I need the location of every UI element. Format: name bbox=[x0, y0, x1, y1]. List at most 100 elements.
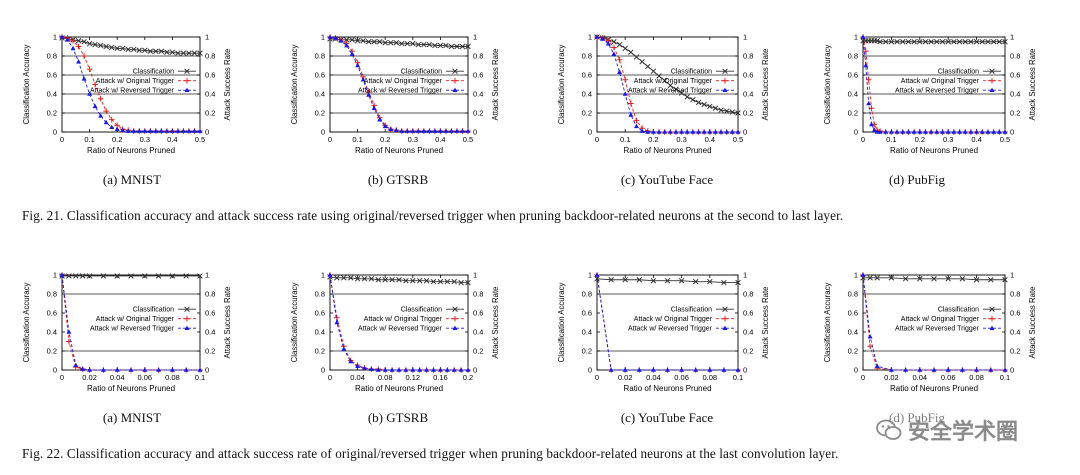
legend-label: Attack w/ Reversed Trigger bbox=[628, 88, 713, 95]
x-tick-label: 0 bbox=[60, 135, 64, 144]
data-point bbox=[696, 129, 702, 134]
y-axis-label: Classification Accuracy bbox=[290, 283, 299, 363]
y-tick-label: 0.2 bbox=[47, 109, 57, 118]
data-point bbox=[959, 276, 966, 282]
data-point bbox=[86, 66, 93, 73]
chart-4: 0 00.2 0.20.4 0.40.6 0.60.8 0.81 10 0.1 0.2 0.3 0.… bbox=[823, 33, 1037, 155]
data-point bbox=[979, 129, 985, 134]
y-tick-label: 0.4 bbox=[315, 328, 325, 337]
y-tick-label: 0.6 bbox=[848, 71, 858, 80]
data-point bbox=[128, 367, 134, 372]
data-point bbox=[869, 121, 875, 127]
data-point bbox=[860, 34, 866, 39]
data-point bbox=[410, 40, 416, 47]
legend-marker bbox=[989, 315, 995, 322]
data-point bbox=[945, 129, 951, 134]
data-point bbox=[454, 128, 460, 133]
data-point bbox=[679, 367, 685, 372]
data-point bbox=[415, 41, 422, 48]
data-point bbox=[888, 367, 894, 372]
data-point bbox=[735, 279, 741, 286]
legend-label: Attack w/ Original Trigger bbox=[901, 78, 980, 85]
data-point bbox=[667, 82, 674, 89]
data-point bbox=[707, 129, 713, 134]
data-point bbox=[622, 276, 628, 283]
data-point bbox=[100, 367, 106, 372]
data-point bbox=[432, 128, 438, 133]
legend-label: Attack w/ Original Trigger bbox=[634, 78, 713, 85]
data-point bbox=[594, 276, 600, 282]
legend-label: Attack w/ Original Trigger bbox=[96, 316, 175, 323]
x-tick-label: 0.2 bbox=[915, 135, 925, 144]
watermark-text: 安全学术圈 bbox=[908, 420, 1019, 445]
data-point bbox=[444, 278, 451, 285]
data-point bbox=[951, 38, 957, 45]
data-point bbox=[605, 41, 611, 46]
data-point bbox=[87, 367, 93, 372]
data-point bbox=[423, 277, 430, 284]
data-point bbox=[991, 129, 997, 134]
x-tick-label: 0.4 bbox=[971, 135, 981, 144]
data-point bbox=[155, 273, 162, 279]
data-point bbox=[863, 62, 869, 68]
x-tick-label: 0 bbox=[595, 373, 599, 382]
data-point bbox=[73, 362, 79, 368]
data-point bbox=[695, 99, 702, 106]
x-axis-label: Ratio of Neurons Pruned bbox=[623, 384, 711, 393]
data-point bbox=[939, 38, 946, 45]
fig22-subcaption-c: (c) YouTube Face bbox=[620, 410, 714, 425]
data-point bbox=[431, 367, 436, 372]
data-point bbox=[458, 279, 464, 286]
data-point bbox=[871, 127, 877, 132]
chart-2: 0 00.2 0.20.4 0.40.6 0.60.8 0.81 10 0.1 0.2 0.3 0.… bbox=[290, 33, 500, 155]
y2-tick-label: 0.8 bbox=[743, 290, 753, 299]
data-point bbox=[142, 47, 148, 54]
x-tick-label: 0.5 bbox=[733, 135, 743, 144]
legend-label: Attack w/ Reversed Trigger bbox=[90, 326, 175, 333]
y-tick-label: 0 bbox=[588, 366, 592, 375]
data-point bbox=[128, 273, 134, 279]
data-point bbox=[70, 38, 76, 44]
data-point bbox=[707, 278, 713, 285]
data-point bbox=[650, 367, 656, 372]
x-tick-label: 0.1 bbox=[1000, 373, 1010, 382]
data-point bbox=[628, 100, 634, 107]
data-point bbox=[421, 128, 427, 133]
y2-tick-label: 0.8 bbox=[473, 52, 483, 61]
y-tick-label: 0.8 bbox=[315, 52, 325, 61]
data-point bbox=[684, 129, 690, 134]
data-point bbox=[594, 34, 600, 39]
data-point bbox=[125, 46, 131, 53]
data-point bbox=[900, 38, 906, 45]
data-point bbox=[665, 367, 670, 372]
y-axis-label: Classification Accuracy bbox=[557, 283, 566, 363]
watermark: 安全学术圈 bbox=[876, 414, 1018, 446]
data-point bbox=[911, 38, 917, 45]
y-axis-label: Classification Accuracy bbox=[557, 45, 566, 125]
data-point bbox=[70, 45, 76, 51]
y-tick-label: 0.8 bbox=[47, 290, 57, 299]
legend-marker bbox=[184, 77, 190, 84]
data-point bbox=[905, 38, 912, 45]
data-point bbox=[721, 367, 727, 372]
data-point bbox=[664, 277, 671, 284]
x-tick-label: 0.1 bbox=[84, 135, 94, 144]
x-tick-label: 0.3 bbox=[943, 135, 953, 144]
y-tick-label: 0.4 bbox=[315, 90, 325, 99]
y-tick-label: 0 bbox=[321, 128, 325, 137]
y2-tick-label: 1 bbox=[1010, 271, 1014, 280]
legend-marker bbox=[722, 325, 728, 330]
y2-axis-label: Attack Success Rate bbox=[761, 287, 770, 359]
y2-tick-label: 0.8 bbox=[205, 290, 215, 299]
data-point bbox=[341, 346, 347, 351]
x-tick-label: 0.4 bbox=[167, 135, 177, 144]
data-point bbox=[957, 129, 963, 134]
legend-label: Attack w/ Original Trigger bbox=[634, 316, 713, 323]
data-point bbox=[410, 128, 416, 133]
data-point bbox=[92, 81, 98, 88]
data-point bbox=[968, 129, 974, 134]
data-point bbox=[147, 48, 154, 55]
data-point bbox=[1002, 276, 1008, 283]
data-point bbox=[403, 277, 409, 284]
fig21-subcaption-a: (a) MNIST bbox=[102, 172, 162, 187]
